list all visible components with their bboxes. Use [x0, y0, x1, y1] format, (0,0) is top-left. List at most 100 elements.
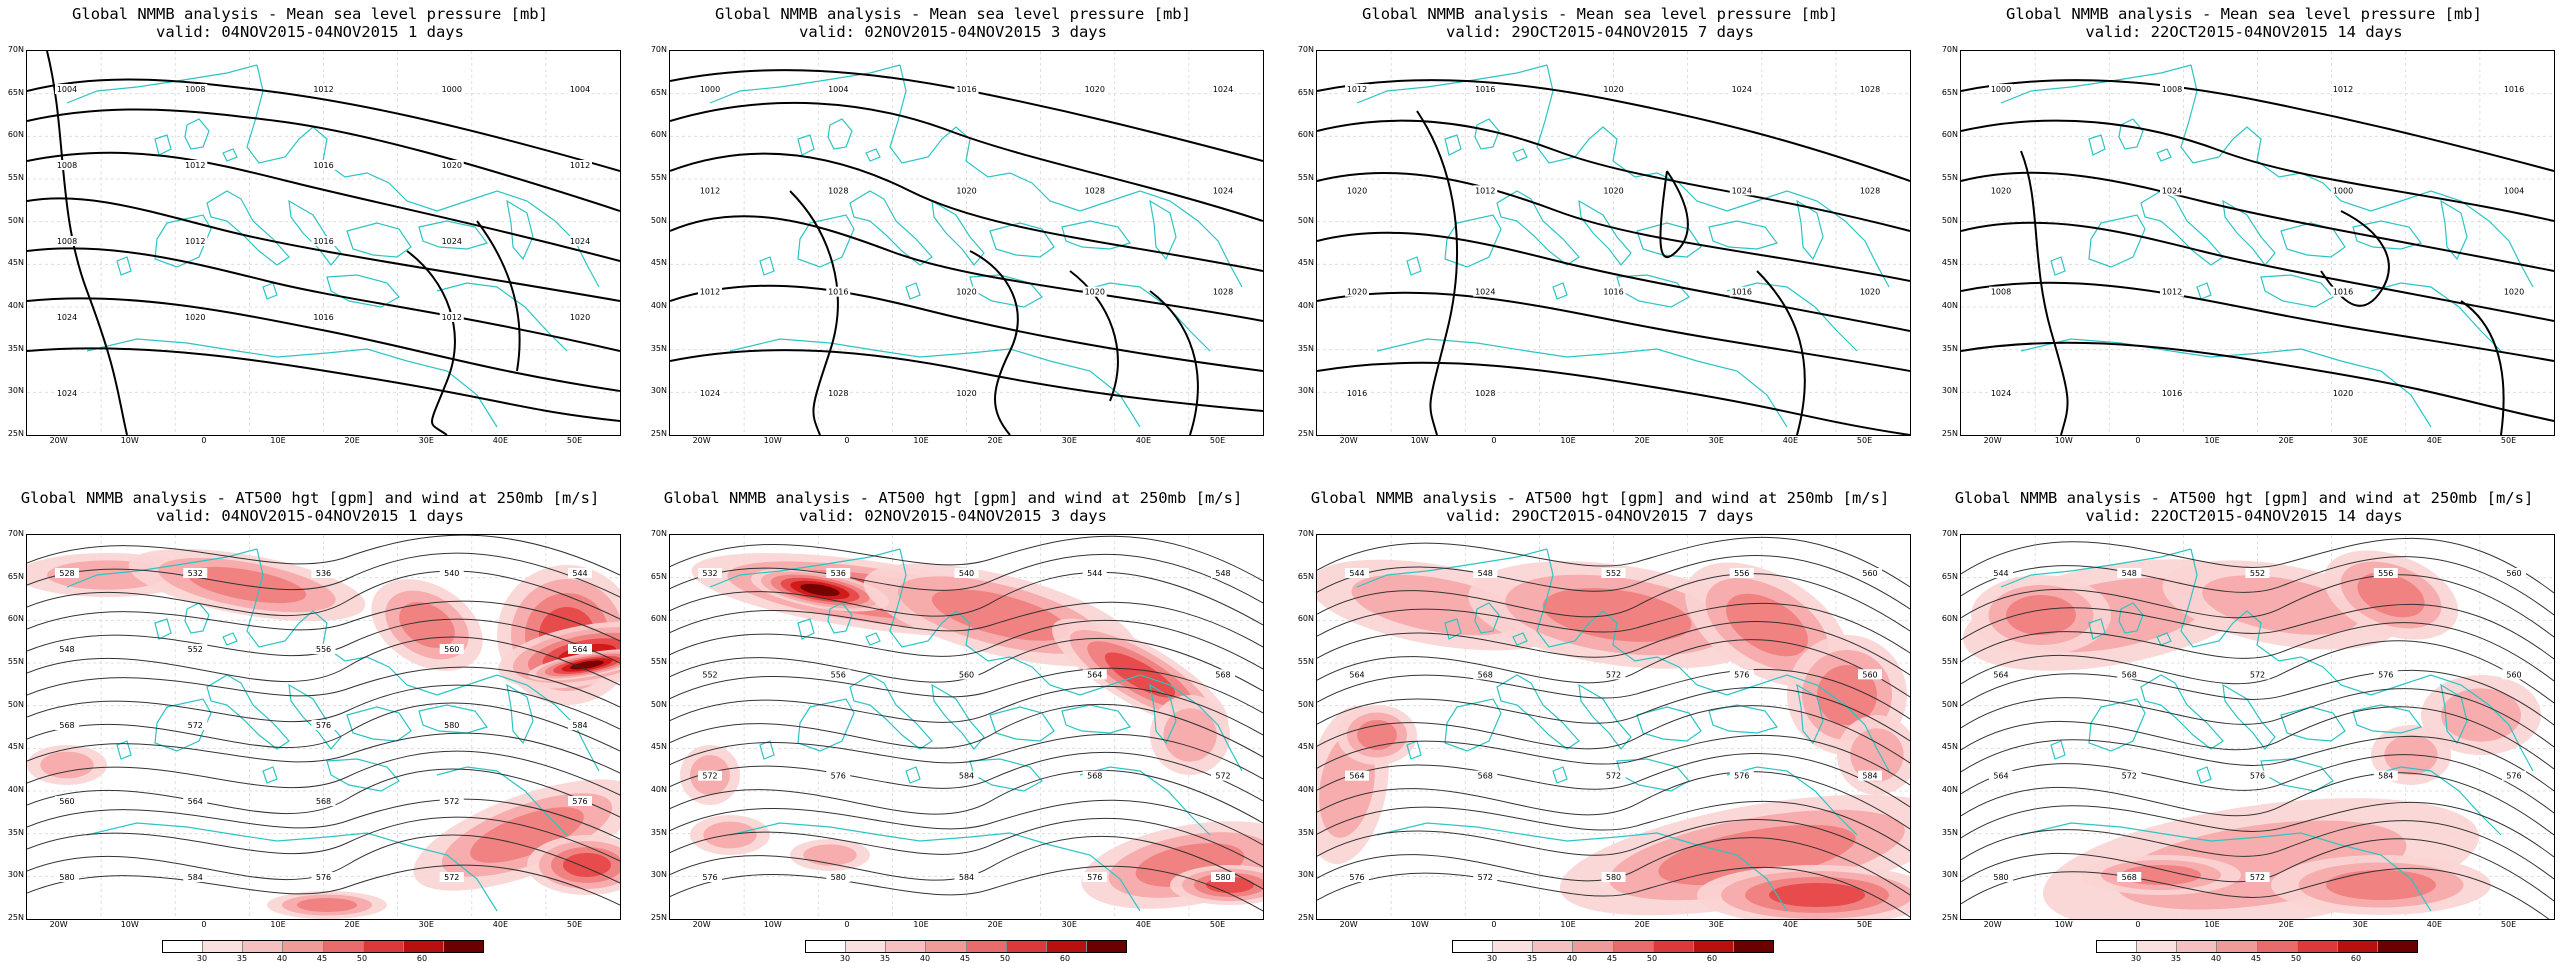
- colorbar-swatch: [243, 941, 283, 952]
- colorbar-swatch: [2137, 941, 2177, 952]
- longitude-label: 10E: [1560, 920, 1575, 929]
- colorbar-swatch: [1453, 941, 1493, 952]
- contour-label: 1028: [828, 186, 848, 195]
- contour-label: 1024: [1213, 85, 1233, 94]
- contour-label: 572: [1606, 772, 1621, 781]
- latitude-label: 70N: [0, 45, 24, 54]
- longitude-label: 30E: [2353, 920, 2368, 929]
- contour-label: 1016: [1475, 85, 1495, 94]
- coastline: [798, 215, 854, 267]
- contour-label: 1000: [2333, 186, 2353, 195]
- coastline: [327, 759, 399, 791]
- latitude-label: 45N: [1290, 742, 1314, 751]
- latitude-label: 50N: [643, 216, 667, 225]
- contour-label: 532: [702, 569, 717, 578]
- longitude-label: 40E: [493, 920, 508, 929]
- coastline: [798, 135, 814, 155]
- latitude-label: 70N: [1934, 529, 1958, 538]
- colorbar-swatch: [1614, 941, 1654, 952]
- map-frame[interactable]: 544 548 552 556 560 564 568 572 576 560 564 568 572 5…: [1316, 534, 1911, 920]
- gridlines: [1961, 51, 2554, 435]
- contour-label: 1020: [442, 161, 462, 170]
- coastline: [263, 283, 277, 299]
- coastline: [2281, 223, 2345, 257]
- panel-title-line1: Global NMMB analysis - Mean sea level pr…: [1290, 6, 1910, 23]
- contour-label: 576: [316, 873, 331, 882]
- contour-label: 552: [188, 645, 203, 654]
- panel-title-line2: valid: 02NOV2015-04NOV2015 3 days: [643, 24, 1263, 41]
- latitude-label: 50N: [643, 700, 667, 709]
- coastline: [1475, 119, 1499, 149]
- longitude-label: 40E: [1136, 436, 1151, 445]
- contour-label: 1012: [570, 161, 590, 170]
- contour-label: 1000: [700, 85, 720, 94]
- longitude-label: 0: [844, 436, 849, 445]
- map-frame[interactable]: 1000 1004 1016 1020 1024 1012 1028 1020 1028 1024…: [669, 50, 1264, 436]
- colorbar-swatch: [846, 941, 886, 952]
- coastline: [247, 65, 599, 287]
- colorbar-tick-label: 50: [1000, 954, 1010, 963]
- latitude-label: 25N: [0, 429, 24, 438]
- contour-label: 564: [1349, 670, 1364, 679]
- contour-label: 572: [1215, 772, 1230, 781]
- panel-title-line1: Global NMMB analysis - AT500 hgt [gpm] a…: [643, 490, 1263, 507]
- contour-label: 576: [1734, 772, 1749, 781]
- coastline: [2157, 149, 2171, 161]
- coastline: [67, 65, 257, 103]
- contour-label: 556: [316, 645, 331, 654]
- gridlines: [1317, 51, 1910, 435]
- map-frame[interactable]: 1004 1008 1012 1000 1004 1008 1012 1016 1020 1012…: [26, 50, 621, 436]
- map-frame[interactable]: 1012 1016 1020 1024 1028 1020 1012 1020 1024 1028…: [1316, 50, 1911, 436]
- contour-label: 1020: [1085, 288, 1105, 297]
- longitude-label: 40E: [493, 436, 508, 445]
- colorbar-tick-label: 60: [1060, 954, 1070, 963]
- latitude-label: 65N: [643, 88, 667, 97]
- contour-label: 1016: [2162, 389, 2182, 398]
- longitude-label: 10W: [121, 920, 139, 929]
- contour-label: 564: [572, 645, 587, 654]
- colorbar-swatch: [163, 941, 203, 952]
- isobar-line: [407, 251, 455, 435]
- coastline: [87, 339, 497, 427]
- coastline: [185, 119, 209, 149]
- latitude-label: 45N: [1934, 258, 1958, 267]
- longitude-label: 20E: [345, 436, 360, 445]
- map-frame[interactable]: 532 536 540 544 548 552 556 560 564 568 572 576 584 5…: [669, 534, 1264, 920]
- latitude-label: 30N: [1290, 870, 1314, 879]
- contour-label: 1020: [185, 313, 205, 322]
- pressure-map: 1000 1004 1016 1020 10241012 1028 1020 1028 1024…: [670, 51, 1263, 435]
- latitude-label: 45N: [643, 258, 667, 267]
- coastline: [2021, 339, 2431, 427]
- contour-label: 572: [444, 873, 459, 882]
- latitude-label: 50N: [1290, 216, 1314, 225]
- coastline: [1497, 675, 1579, 749]
- hgt-wind-panel-7days: Global NMMB analysis - AT500 hgt [gpm] a…: [1290, 484, 1910, 960]
- contour-label: 572: [2250, 670, 2265, 679]
- contour-label: 1020: [956, 389, 976, 398]
- latitude-label: 65N: [1934, 572, 1958, 581]
- contour-label: 548: [59, 645, 74, 654]
- coastline: [1445, 135, 1461, 155]
- colorbar-tick-label: 30: [2131, 954, 2141, 963]
- map-frame[interactable]: 544 548 552 556 560 564 568 572 576 560 564 572 576 5…: [1960, 534, 2555, 920]
- map-frame[interactable]: 1000 1008 1012 1016 1020 1024 1000 1004 1008 1012…: [1960, 50, 2555, 436]
- contour-label: 1024: [2162, 186, 2182, 195]
- coastline: [760, 741, 774, 759]
- panel-title-line1: Global NMMB analysis - AT500 hgt [gpm] a…: [0, 490, 620, 507]
- wind-speed-area: [297, 898, 357, 912]
- contour-label: 552: [2250, 569, 2265, 578]
- wind-speed-area: [563, 853, 611, 877]
- panel-title-line1: Global NMMB analysis - Mean sea level pr…: [0, 6, 620, 23]
- contour-label: 540: [444, 569, 459, 578]
- map-frame[interactable]: 528 532 536 540 544 548 552 556 560 564 568 572 576 5…: [26, 534, 621, 920]
- panel-title-line2: valid: 29OCT2015-04NOV2015 7 days: [1290, 24, 1910, 41]
- contour-label: 548: [1478, 569, 1493, 578]
- longitude-label: 10E: [2204, 920, 2219, 929]
- contour-label: 1000: [442, 85, 462, 94]
- latitude-label: 40N: [1934, 785, 1958, 794]
- longitude-label: 10W: [764, 920, 782, 929]
- panel-title-line1: Global NMMB analysis - AT500 hgt [gpm] a…: [1934, 490, 2554, 507]
- colorbar-tick-label: 40: [2211, 954, 2221, 963]
- coastline: [1377, 339, 1787, 427]
- latitude-label: 55N: [0, 173, 24, 182]
